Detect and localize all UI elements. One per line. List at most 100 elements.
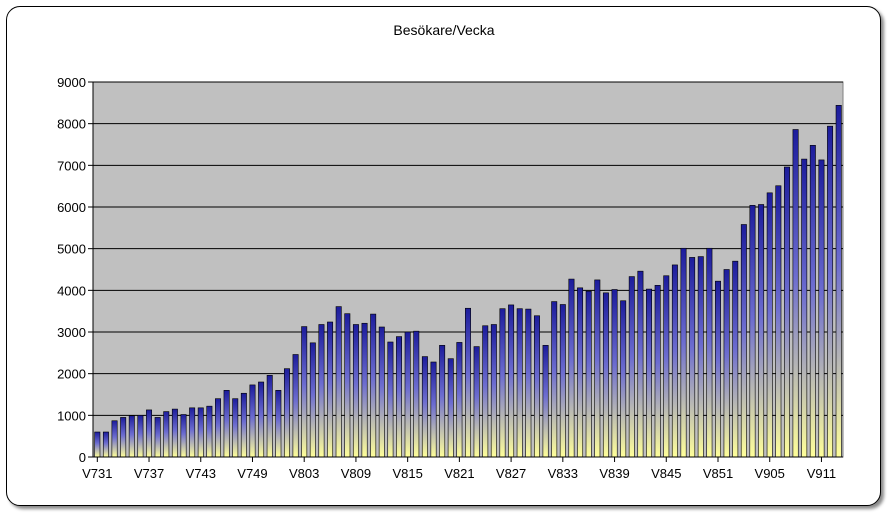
bar	[516, 308, 523, 458]
x-tick-label: V809	[341, 466, 371, 481]
bar	[189, 407, 196, 458]
bar	[525, 308, 532, 458]
bar	[766, 192, 773, 458]
bar	[628, 276, 635, 458]
bar	[508, 304, 515, 458]
bar	[542, 345, 549, 458]
bar	[361, 322, 368, 458]
bar	[456, 342, 463, 458]
bar	[465, 307, 471, 458]
chart-frame: Besökare/Vecka 0 1000 2000 3000 4000 5000 6000…	[6, 6, 881, 506]
x-tick-label: V731	[82, 466, 112, 481]
bar	[396, 336, 402, 458]
bar	[171, 408, 178, 458]
bar	[223, 390, 230, 458]
bar	[611, 289, 618, 458]
bar	[447, 358, 454, 458]
bar	[309, 342, 316, 458]
y-tick-label: 5000	[57, 242, 86, 257]
bar	[154, 417, 161, 458]
bar	[120, 417, 127, 458]
bar	[559, 304, 566, 458]
bar	[663, 275, 670, 458]
bar	[671, 264, 678, 458]
bar	[128, 415, 135, 458]
bar	[482, 325, 489, 458]
bar	[740, 224, 747, 458]
y-tick-label: 1000	[57, 408, 86, 423]
bar	[654, 285, 661, 458]
bar	[232, 398, 239, 458]
x-tick-label: V851	[703, 466, 733, 481]
bar	[258, 381, 265, 458]
bar	[327, 321, 334, 458]
bar	[783, 166, 790, 458]
bar	[215, 398, 221, 458]
x-axis-ticks: V731 V737 V743 V749 V803 V809 V815 V821 V827 V833…	[82, 466, 836, 481]
chart-title: Besökare/Vecka	[393, 22, 494, 38]
bar	[835, 105, 842, 458]
bar	[240, 392, 247, 458]
x-tick-label: V821	[444, 466, 474, 481]
x-tick-label: V833	[548, 466, 578, 481]
y-tick-label: 9000	[57, 75, 86, 90]
bar	[370, 313, 377, 458]
bar	[568, 278, 575, 458]
bar	[344, 313, 351, 458]
bar	[775, 185, 782, 458]
x-tick-label: V743	[186, 466, 216, 481]
bar	[585, 290, 592, 458]
bar	[620, 300, 627, 458]
x-tick-label: V905	[755, 466, 785, 481]
bar	[646, 288, 652, 458]
bar	[792, 129, 799, 458]
y-tick-label: 8000	[57, 117, 86, 132]
bar	[163, 411, 170, 458]
bar	[413, 330, 420, 458]
bar-chart: Besökare/Vecka 0 1000 2000 3000 4000 5000 6000…	[57, 22, 844, 481]
x-tick-label: V839	[599, 466, 629, 481]
y-axis-ticks: 0 1000 2000 3000 4000 5000 6000 7000 8000 9000	[57, 75, 86, 465]
x-tick-label: V815	[392, 466, 422, 481]
bar	[732, 260, 739, 458]
bar	[577, 287, 584, 458]
y-tick-label: 3000	[57, 325, 86, 340]
x-tick-label: V803	[289, 466, 319, 481]
bar	[439, 345, 446, 458]
bar	[94, 431, 101, 458]
bar	[318, 324, 325, 458]
bar	[335, 306, 342, 458]
bar	[473, 346, 480, 458]
bar	[818, 159, 825, 458]
y-tick-label: 6000	[57, 200, 86, 215]
bar	[275, 390, 282, 458]
bar	[421, 356, 428, 458]
bar	[206, 405, 213, 458]
bar	[266, 375, 273, 458]
y-tick-label: 4000	[57, 283, 86, 298]
bar	[197, 407, 204, 458]
bar	[283, 368, 290, 458]
bar	[801, 158, 808, 458]
bar	[827, 125, 834, 458]
bars	[94, 105, 842, 458]
bar	[758, 204, 765, 458]
y-tick-label: 0	[79, 450, 86, 465]
bar	[430, 361, 437, 458]
bar	[146, 409, 153, 458]
bar	[680, 247, 687, 458]
axes	[88, 81, 843, 462]
bar	[378, 326, 385, 458]
bar	[602, 292, 609, 458]
x-tick-label: V749	[237, 466, 267, 481]
bar	[292, 354, 299, 458]
bar	[301, 326, 308, 458]
bar	[715, 280, 721, 458]
bar	[809, 145, 816, 458]
bar	[137, 415, 144, 458]
bar	[499, 308, 506, 458]
bar	[689, 257, 696, 458]
bar	[352, 324, 359, 458]
bar	[102, 431, 109, 458]
y-tick-label: 2000	[57, 367, 86, 382]
